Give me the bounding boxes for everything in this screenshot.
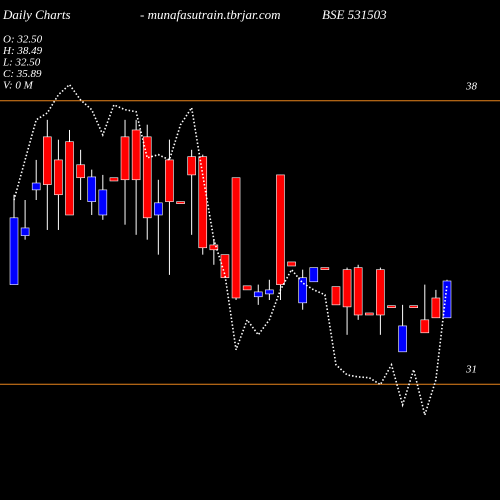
candle-body: [187, 156, 196, 176]
chart-title: Daily Charts: [2, 7, 71, 22]
candle-body: [298, 277, 307, 304]
candle-body: [54, 159, 63, 196]
candle-body: [342, 269, 352, 308]
info-line: O: 32.50: [3, 34, 43, 46]
candle-body: [309, 267, 319, 283]
candle-body: [87, 176, 97, 202]
candle-body: [320, 267, 330, 270]
info-line: V: 0 M: [3, 80, 34, 92]
candle-body: [76, 164, 85, 179]
symbol: BSE 531503: [322, 7, 387, 22]
candle-body: [331, 286, 341, 306]
candle-body: [43, 136, 52, 185]
candle-body: [353, 267, 363, 316]
candle-body: [109, 177, 119, 182]
candle-body: [376, 269, 385, 316]
candle-body: [398, 325, 407, 353]
candle-body: [253, 291, 263, 298]
candle-body: [431, 297, 441, 319]
info-line: L: 32.50: [2, 57, 41, 69]
candle-body: [287, 261, 296, 267]
candle-body: [154, 202, 163, 216]
candle-body: [409, 305, 418, 308]
candle-body: [242, 285, 252, 291]
chart-subtitle: - munafasutrain.tbrjar.com: [140, 7, 280, 22]
candle-body: [231, 177, 241, 299]
info-line: H: 38.49: [2, 45, 43, 57]
candle-body: [364, 312, 374, 316]
candle-body: [65, 141, 74, 216]
candle-body: [9, 217, 19, 285]
candle-body: [265, 289, 274, 295]
candle-body: [120, 136, 130, 181]
candle-body: [387, 305, 396, 308]
candle-body: [209, 244, 219, 251]
candle-body: [420, 319, 430, 334]
candle-body: [98, 189, 108, 216]
info-line: C: 35.89: [3, 68, 42, 80]
candle-body: [20, 227, 30, 236]
candle-body: [276, 174, 285, 285]
candle-body: [165, 159, 174, 202]
candle-body: [142, 136, 152, 219]
candle-body: [31, 182, 41, 191]
candle-body: [220, 254, 230, 279]
moving-average-line: [13, 83, 448, 418]
reference-label: 31: [465, 364, 477, 376]
candle-body: [176, 201, 185, 204]
candle-body: [131, 129, 141, 181]
candle-body: [442, 280, 452, 319]
plot-area: [0, 83, 500, 418]
reference-label: 38: [465, 80, 478, 92]
